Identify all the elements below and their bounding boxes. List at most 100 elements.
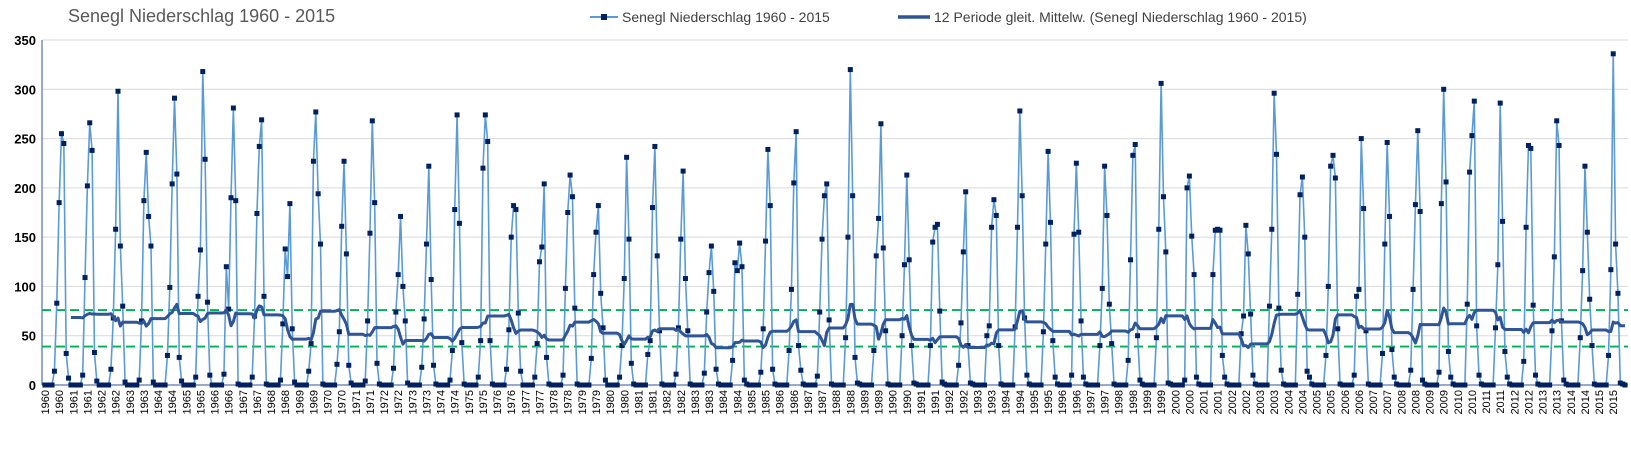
data-point bbox=[1610, 51, 1616, 57]
data-point bbox=[87, 120, 93, 126]
x-tick-label: 1965 bbox=[181, 390, 193, 414]
data-point bbox=[1436, 369, 1442, 375]
data-point bbox=[289, 326, 295, 332]
data-point bbox=[1587, 296, 1593, 302]
data-point bbox=[1299, 174, 1305, 180]
data-point bbox=[139, 318, 145, 324]
data-point bbox=[621, 276, 627, 282]
data-point bbox=[993, 212, 999, 218]
data-point bbox=[1073, 160, 1079, 166]
data-point bbox=[221, 371, 227, 377]
x-tick-label: 1988 bbox=[831, 390, 843, 414]
data-point bbox=[89, 147, 95, 153]
data-point bbox=[1243, 222, 1249, 228]
data-point bbox=[1379, 350, 1385, 356]
data-point bbox=[786, 348, 792, 353]
x-tick-label: 1980 bbox=[605, 390, 617, 414]
data-point bbox=[1010, 382, 1016, 388]
data-point bbox=[1497, 100, 1503, 106]
data-point bbox=[518, 368, 524, 374]
data-point bbox=[1132, 141, 1138, 147]
data-point bbox=[1102, 163, 1108, 169]
data-point bbox=[1128, 257, 1134, 263]
x-tick-label: 2008 bbox=[1396, 390, 1408, 414]
data-point bbox=[1448, 374, 1454, 380]
data-point bbox=[1577, 335, 1583, 341]
data-point bbox=[708, 243, 714, 249]
x-tick-label: 2015 bbox=[1608, 390, 1620, 414]
data-point bbox=[541, 181, 547, 187]
x-tick-label: 1979 bbox=[591, 390, 603, 414]
x-tick-label: 2013 bbox=[1552, 390, 1564, 414]
data-point bbox=[1019, 193, 1025, 199]
x-tick-label: 2010 bbox=[1453, 390, 1465, 414]
data-point bbox=[817, 309, 823, 315]
data-point bbox=[475, 374, 481, 380]
data-point bbox=[136, 377, 142, 383]
data-point bbox=[1469, 133, 1475, 139]
data-point bbox=[1615, 290, 1621, 296]
x-tick-label: 1964 bbox=[167, 390, 179, 414]
data-point bbox=[254, 210, 260, 216]
x-tick-label: 1983 bbox=[704, 390, 716, 414]
x-tick-label: 1977 bbox=[520, 390, 532, 414]
data-point bbox=[226, 306, 232, 312]
x-tick-label: 2002 bbox=[1227, 390, 1239, 414]
data-point bbox=[306, 368, 312, 374]
x-tick-label: 2014 bbox=[1580, 390, 1592, 414]
x-tick-label: 1968 bbox=[280, 390, 292, 414]
x-tick-label: 1975 bbox=[478, 390, 490, 414]
data-point bbox=[927, 343, 933, 349]
data-point bbox=[317, 241, 323, 247]
data-point bbox=[487, 338, 493, 344]
data-point bbox=[647, 338, 653, 344]
data-point bbox=[628, 360, 634, 366]
x-tick-label: 2014 bbox=[1566, 390, 1578, 414]
data-point bbox=[1415, 128, 1421, 134]
data-point bbox=[989, 224, 995, 230]
data-point bbox=[1523, 224, 1529, 230]
data-point bbox=[1335, 326, 1341, 332]
data-point bbox=[1608, 267, 1614, 273]
data-point bbox=[1554, 118, 1560, 124]
x-tick-label: 1986 bbox=[789, 390, 801, 414]
x-tick-label: 2008 bbox=[1410, 390, 1422, 414]
x-tick-label: 1966 bbox=[210, 390, 222, 414]
data-point bbox=[617, 374, 623, 380]
data-point bbox=[1584, 229, 1590, 235]
data-point bbox=[478, 338, 484, 344]
data-point bbox=[365, 318, 371, 324]
data-point bbox=[1412, 202, 1418, 208]
data-point bbox=[650, 205, 656, 211]
data-point bbox=[1575, 382, 1581, 388]
data-point bbox=[308, 341, 314, 347]
x-tick-label: 2015 bbox=[1594, 390, 1606, 414]
data-point bbox=[1153, 335, 1159, 341]
data-point bbox=[1561, 377, 1567, 383]
x-tick-label: 1997 bbox=[1100, 390, 1112, 414]
data-point bbox=[1580, 268, 1586, 274]
y-tick-label: 150 bbox=[14, 230, 36, 245]
data-point bbox=[482, 112, 488, 118]
data-point bbox=[704, 309, 710, 315]
data-point bbox=[1518, 382, 1524, 388]
data-point bbox=[190, 382, 196, 388]
data-point bbox=[223, 264, 229, 270]
x-tick-label: 1963 bbox=[125, 390, 137, 414]
data-point bbox=[1389, 347, 1395, 353]
x-tick-label: 1979 bbox=[577, 390, 589, 414]
y-tick-label: 100 bbox=[14, 279, 36, 294]
data-point bbox=[1530, 302, 1536, 308]
x-tick-label: 2005 bbox=[1312, 390, 1324, 414]
x-tick-label: 1961 bbox=[82, 390, 94, 414]
data-point bbox=[1556, 142, 1562, 148]
legend-item-precipitation: Senegl Niederschlag 1960 - 2015 bbox=[590, 9, 830, 25]
data-point bbox=[755, 382, 761, 388]
legend-label: 12 Periode gleit. Mittelw. (Senegl Niede… bbox=[934, 9, 1307, 25]
data-point bbox=[567, 172, 573, 178]
data-point bbox=[642, 382, 648, 388]
data-point bbox=[1151, 382, 1157, 388]
x-tick-label: 1962 bbox=[97, 390, 109, 414]
data-point bbox=[341, 158, 347, 164]
data-point bbox=[108, 366, 114, 372]
